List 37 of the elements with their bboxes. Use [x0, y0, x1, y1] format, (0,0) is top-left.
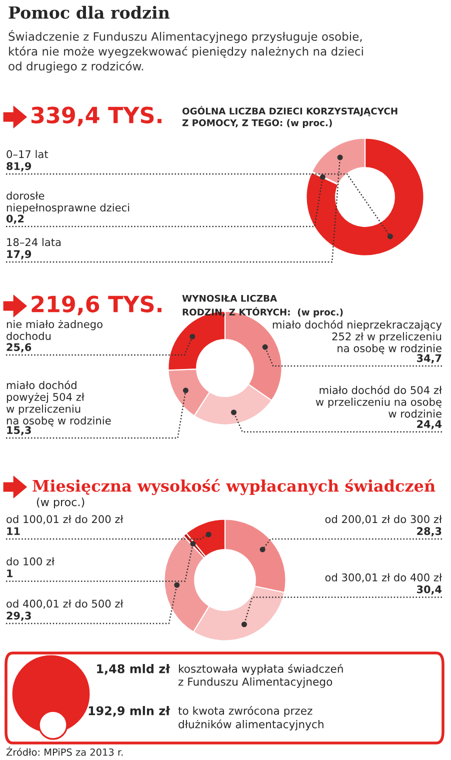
data-label: 25,6	[6, 343, 32, 352]
slice-label: dorosłe niepełnosprawne dzieci	[6, 192, 130, 214]
text: OGÓLNA LICZBA DZIECI KORZYSTAJĄCYCH Z POMOCY, Z TEGO: (w proc.)	[182, 106, 398, 128]
chart-title: Pomoc dla rodzin	[8, 6, 170, 19]
text: 219,6 TYS.	[32, 296, 162, 316]
text: Źródło: MPiPS za 2013 r.	[6, 746, 123, 756]
legend-label: nie miało żadnego dochodu	[6, 320, 102, 340]
slice-label: od 400,01 zł do 500 zł	[6, 600, 124, 609]
text: to kwota zwrócona przez dłużników alimentacyjnych	[178, 706, 324, 730]
data-label: 17,9	[7, 250, 32, 260]
data-label: 11	[7, 527, 20, 535]
text: WYNOSIŁA LICZBA RODZIN, Z KTÓRYCH: (w proc.)	[182, 294, 343, 318]
text: 1,48 mld zł	[97, 664, 170, 675]
text: 339,4 TYS.	[31, 106, 162, 126]
chart-subtitle: (w proc.)	[36, 498, 84, 508]
data-label: 34,7	[416, 354, 442, 364]
text: kosztowała wypłata świadczeń z Funduszu Alimentacyjnego	[178, 664, 343, 688]
data-label: 81,9	[6, 162, 32, 172]
data-label: 28,3	[417, 527, 442, 536]
slice-label: od 100,01 zł do 200 zł	[6, 515, 124, 524]
data-label: 30,4	[416, 585, 442, 595]
data-label: 24,4	[417, 420, 442, 430]
slice-label: miało dochód powyżej 504 zł w przeliczeniu na osobę w rodzinie	[6, 380, 111, 426]
slice-label: 0–17 lat	[6, 150, 48, 158]
slice-label: od 200,01 zł do 300 zł	[325, 515, 442, 524]
slice-label: od 300,01 zł do 400 zł	[325, 573, 442, 582]
data-label: 0,2	[6, 214, 24, 224]
data-label: 29,3	[6, 612, 31, 621]
data-label: 15,3	[7, 426, 31, 436]
text: 192,9 mln zł	[88, 706, 170, 717]
chart-subtitle: Świadczenie z Funduszu Alimentacyjnego przysługuje osobie, która nie może wyegzekwować pieniędzy należnych na dzieci od drugiego z rodziców.	[8, 30, 363, 73]
slice-label: miało dochód nieprzekraczający 252 zł w przeliczeniu na osobę w rodzinie	[272, 320, 442, 354]
slice-label: 18–24 lata	[7, 238, 61, 246]
slice-label: do 100 zł	[6, 557, 55, 566]
chart-title: Miesięczna wysokość wypłacanych świadczeń	[32, 478, 436, 496]
slice-label: miało dochód do 504 zł w przeliczeniu na osobę w rodzinie	[316, 385, 442, 418]
data-label: 1	[7, 570, 13, 578]
